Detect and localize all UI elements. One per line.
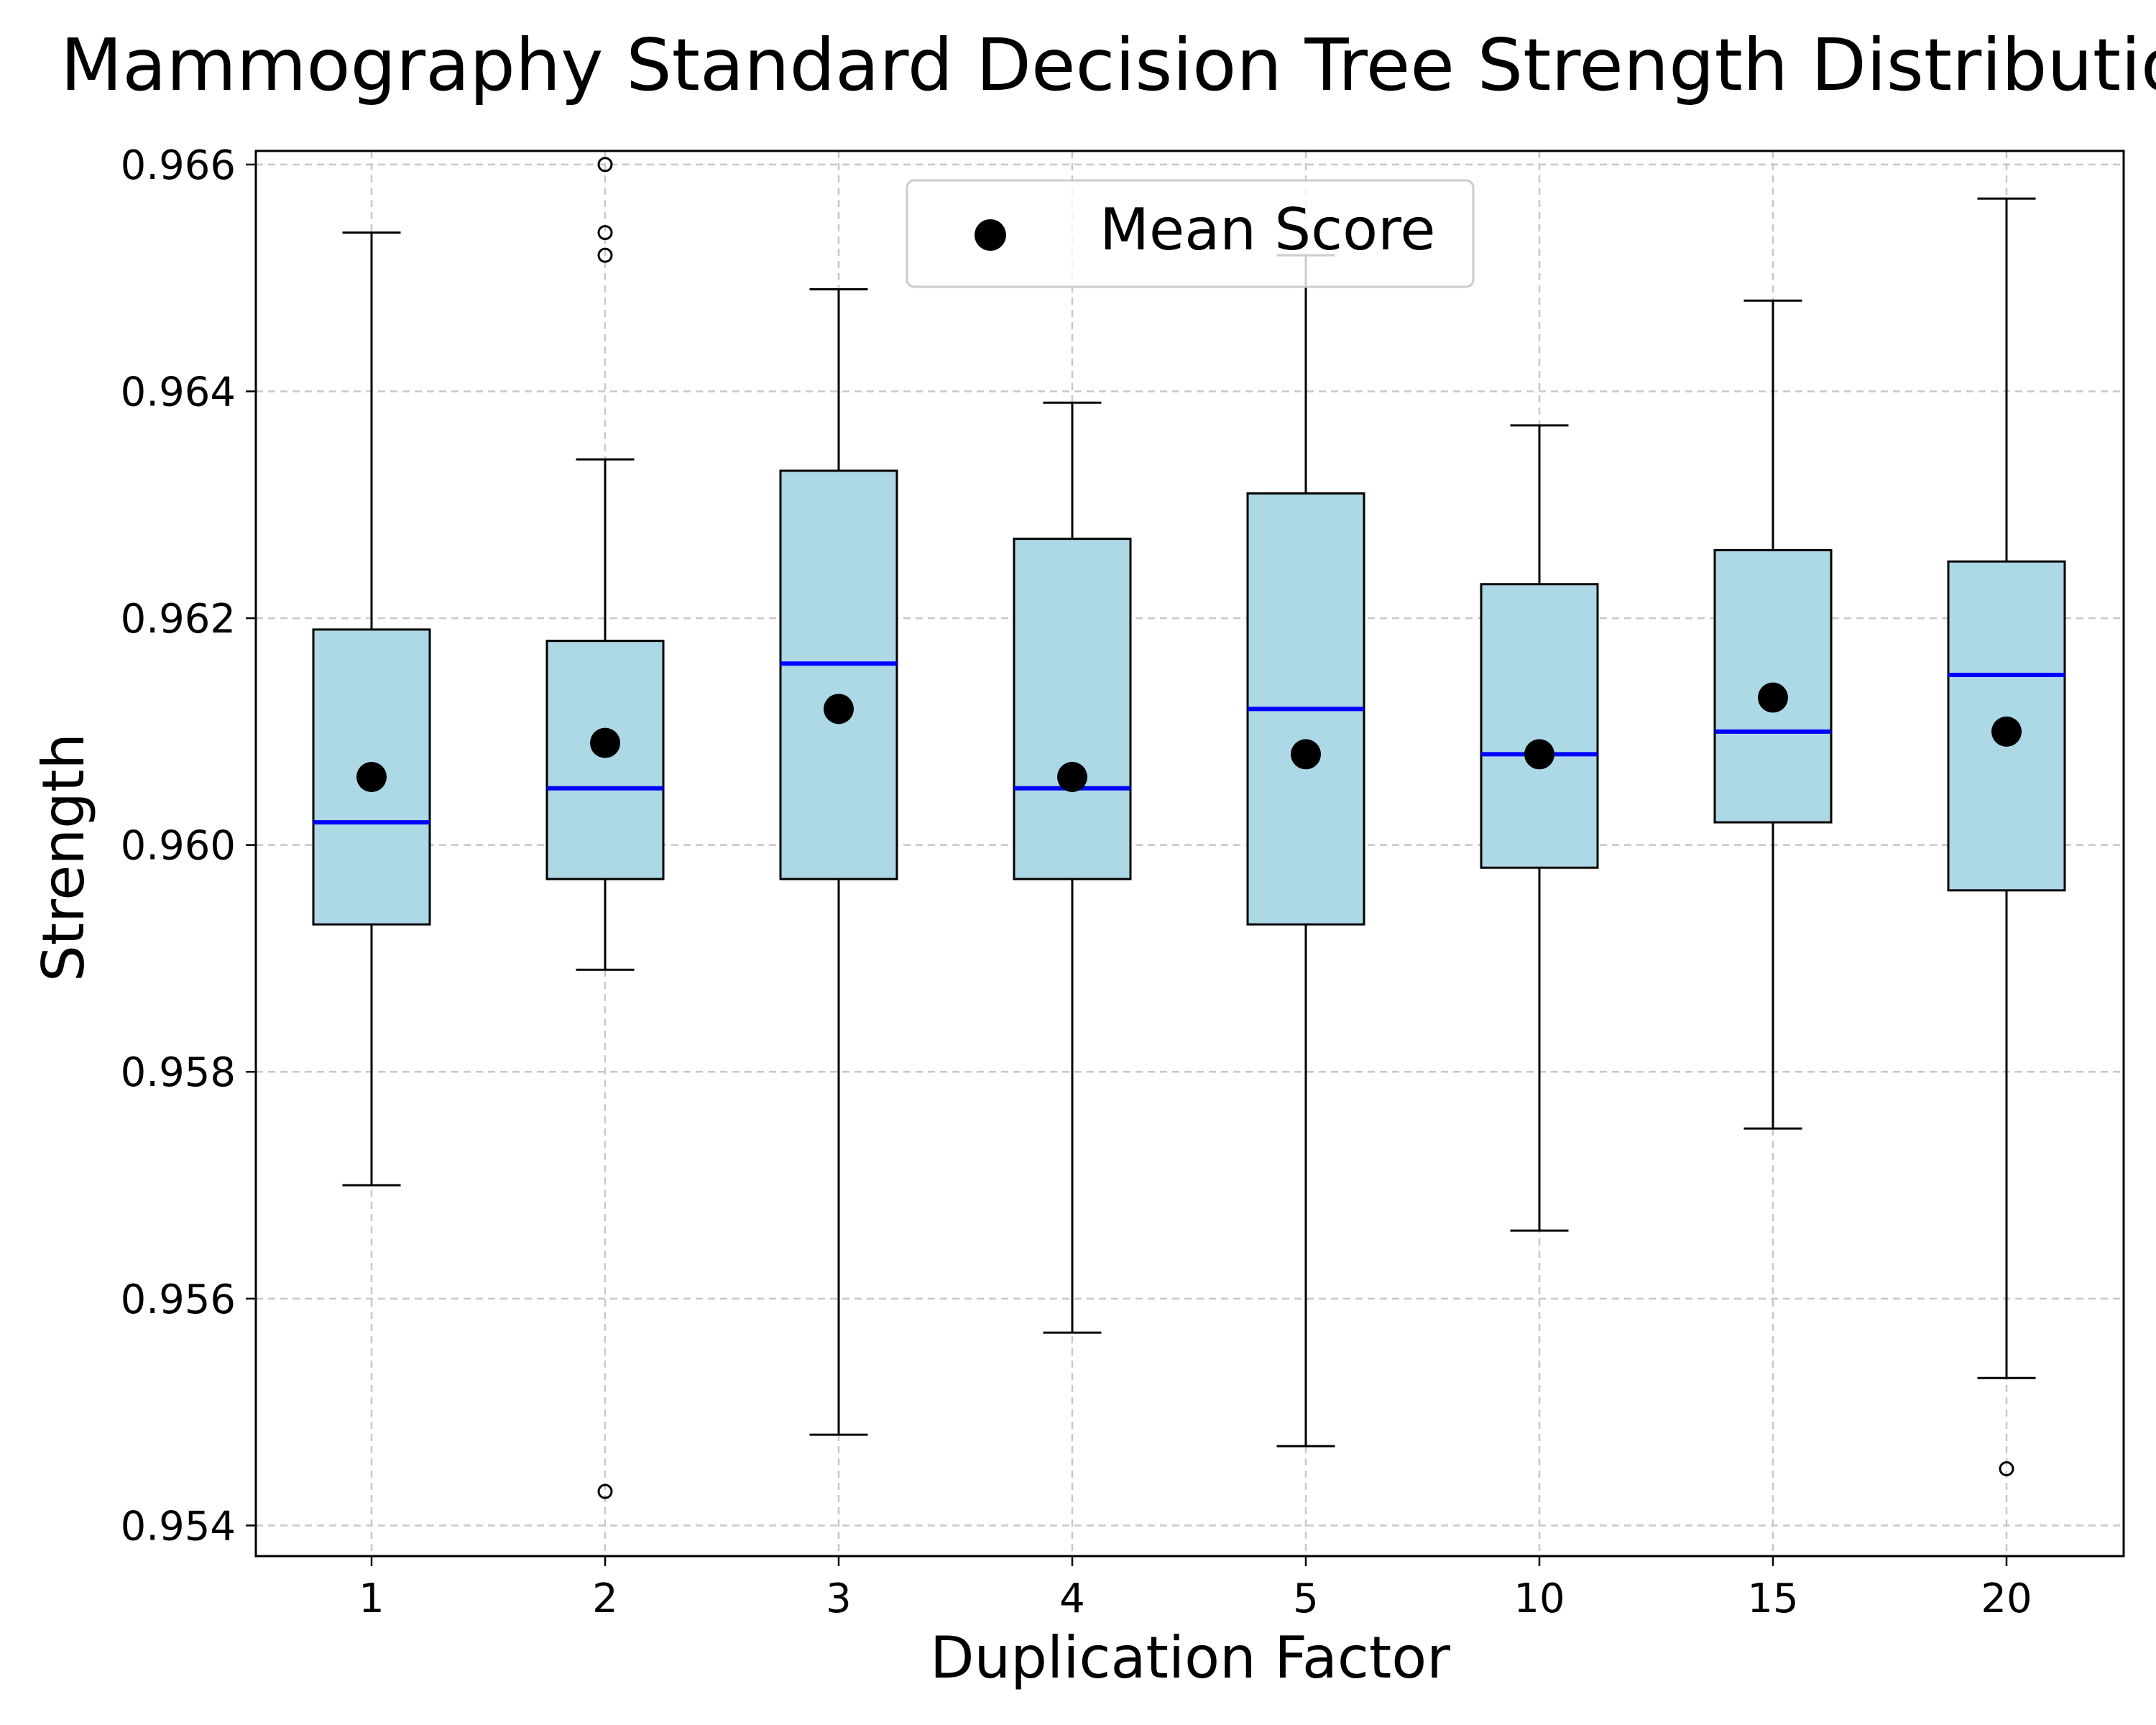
x-tick-label: 5 [1293, 1576, 1319, 1622]
x-tick-label: 20 [1981, 1576, 2032, 1622]
outlier-point [597, 1484, 613, 1499]
y-tick-label: 0.956 [121, 1276, 236, 1323]
outlier-point [597, 247, 613, 263]
mean-marker [824, 694, 854, 724]
mean-marker [1057, 761, 1087, 792]
legend-frame [906, 179, 1475, 288]
x-tick-label: 3 [826, 1576, 852, 1622]
outlier-point [1999, 1461, 2014, 1477]
x-tick-label: 15 [1747, 1576, 1798, 1622]
x-axis-label: Duplication Factor [930, 1624, 1450, 1691]
box-group-10 [1480, 424, 1599, 1232]
mean-marker [1291, 739, 1321, 770]
grid [256, 151, 2124, 1556]
legend-label: Mean Score [1100, 196, 1435, 263]
box-group-4 [1013, 401, 1132, 1334]
y-tick-label: 0.964 [121, 369, 236, 416]
mean-marker [1991, 716, 2022, 747]
x-tick-label: 10 [1514, 1576, 1565, 1622]
x-tick-label: 1 [359, 1576, 384, 1622]
x-tick-label: 4 [1059, 1576, 1085, 1622]
x-tick-label: 2 [592, 1576, 618, 1622]
box-series [312, 157, 2066, 1499]
box-group-3 [779, 288, 898, 1436]
chart-title: Mammography Standard Decision Tree Stren… [60, 23, 2156, 107]
box [779, 469, 898, 880]
y-tick-label: 0.966 [121, 142, 236, 189]
mean-marker [356, 761, 387, 792]
box-group-20 [1947, 197, 2066, 1477]
box [1480, 583, 1599, 869]
y-axis-label: Strength [30, 733, 97, 982]
box-group-1 [312, 231, 431, 1187]
box-group-2 [545, 157, 665, 1499]
y-tick-label: 0.960 [121, 823, 236, 870]
axes: 0.954 0.956 0.958 0.960 0.962 0.964 0.966 1 2 3 4 5… [121, 142, 2125, 1622]
plot-frame [254, 150, 2125, 1558]
box [545, 640, 665, 880]
outlier-point [597, 225, 613, 241]
mean-marker [590, 727, 620, 758]
y-tick-label: 0.962 [121, 596, 236, 643]
box-group-5 [1246, 254, 1365, 1448]
box-group-15 [1713, 299, 1833, 1130]
legend: Mean Score [906, 179, 1475, 288]
y-tick-label: 0.958 [121, 1049, 236, 1096]
box [1013, 538, 1132, 880]
mean-marker [1758, 682, 1788, 713]
legend-mean-marker [975, 219, 1006, 251]
mean-marker [1524, 739, 1554, 770]
y-tick-label: 0.954 [121, 1503, 236, 1550]
outlier-point [597, 157, 613, 172]
